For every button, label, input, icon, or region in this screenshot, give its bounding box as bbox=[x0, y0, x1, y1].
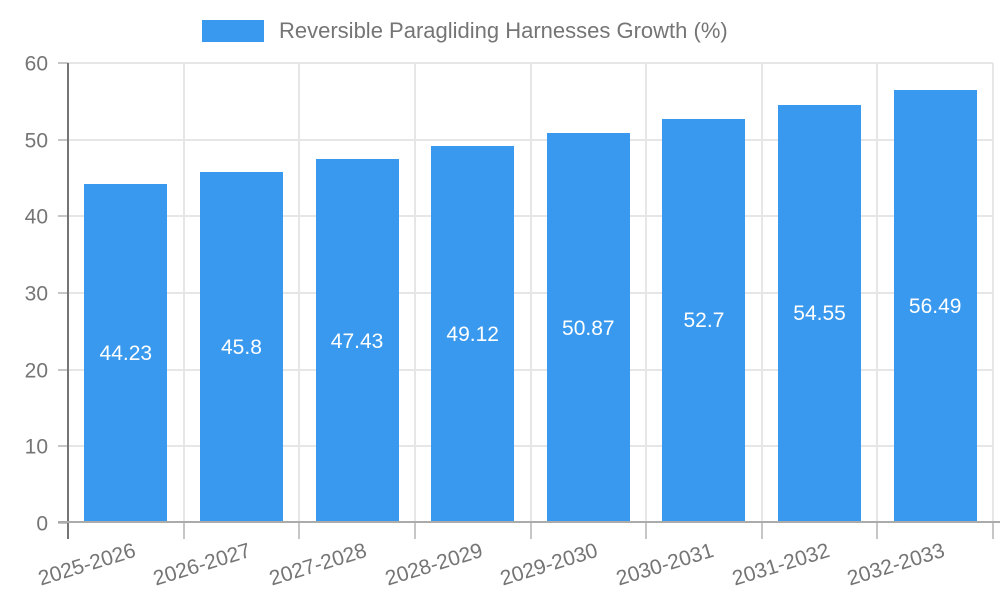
y-tick-label: 10 bbox=[24, 435, 48, 459]
x-tick-label: 2029-2030 bbox=[497, 539, 601, 591]
bar-value-label: 56.49 bbox=[908, 294, 962, 318]
legend-swatch-icon bbox=[202, 20, 264, 42]
y-tick-mark bbox=[58, 292, 68, 294]
bar[interactable]: 44.23 bbox=[84, 183, 168, 523]
bar[interactable]: 54.55 bbox=[778, 104, 862, 523]
y-tick-label: 20 bbox=[24, 359, 48, 383]
y-tick-mark bbox=[58, 445, 68, 448]
chart-legend[interactable]: Reversible Paragliding Harnesses Growth … bbox=[202, 17, 728, 45]
x-tick-mark bbox=[298, 523, 301, 539]
x-tick-mark bbox=[760, 523, 763, 539]
x-tick-label: 2030-2031 bbox=[613, 539, 717, 591]
bar[interactable]: 47.43 bbox=[315, 159, 399, 523]
x-tick-label: 2031-2032 bbox=[729, 539, 832, 591]
y-axis: 0 10 20 30 40 50 60 bbox=[0, 54, 48, 535]
y-tick-label: 60 bbox=[24, 52, 48, 76]
x-tick-mark bbox=[529, 523, 532, 539]
gridline-vertical bbox=[529, 63, 532, 523]
x-tick-mark bbox=[645, 523, 648, 539]
bar-value-label: 49.12 bbox=[446, 323, 499, 347]
bar[interactable]: 52.7 bbox=[662, 118, 746, 523]
x-tick-label: 2027-2028 bbox=[266, 539, 370, 591]
x-tick-label: 2028-2029 bbox=[382, 539, 486, 591]
y-tick-label: 0 bbox=[36, 512, 48, 536]
gridline-vertical bbox=[645, 63, 648, 523]
y-axis-line bbox=[67, 63, 69, 539]
x-tick-mark bbox=[413, 523, 416, 539]
legend-label: Reversible Paragliding Harnesses Growth … bbox=[279, 18, 728, 43]
x-tick-mark bbox=[992, 523, 994, 539]
y-tick-label: 50 bbox=[24, 129, 48, 153]
bar[interactable]: 56.49 bbox=[893, 89, 977, 523]
gridline-vertical bbox=[182, 63, 185, 523]
gridline-vertical bbox=[760, 63, 763, 523]
y-tick-label: 30 bbox=[24, 282, 48, 306]
bar-value-label: 54.55 bbox=[793, 302, 846, 326]
x-tick-mark bbox=[876, 523, 879, 539]
x-axis-baseline bbox=[58, 521, 1000, 523]
bar-value-label: 50.87 bbox=[562, 316, 615, 340]
bar[interactable]: 50.87 bbox=[546, 133, 630, 523]
gridline-vertical bbox=[413, 63, 416, 523]
bar[interactable]: 45.8 bbox=[199, 171, 283, 523]
bar-value-label: 44.23 bbox=[99, 341, 153, 365]
y-tick-mark bbox=[58, 138, 68, 141]
gridline-vertical bbox=[876, 63, 879, 523]
plot-area: 44.23 45.8 47.43 49.12 50.87 52.7 54.55 56.49 bbox=[58, 62, 994, 539]
bar-value-label: 45.8 bbox=[221, 335, 262, 359]
bar[interactable]: 49.12 bbox=[431, 146, 515, 523]
y-tick-label: 40 bbox=[24, 205, 48, 229]
x-tick-mark bbox=[182, 523, 185, 539]
gridline-vertical bbox=[992, 63, 994, 523]
y-tick-mark bbox=[58, 215, 68, 218]
y-tick-mark bbox=[58, 62, 68, 64]
gridline-vertical bbox=[298, 63, 301, 523]
x-tick-label: 2032-2033 bbox=[844, 539, 948, 591]
x-tick-label: 2026-2027 bbox=[151, 539, 254, 591]
y-tick-mark bbox=[58, 522, 68, 524]
bar-value-label: 52.7 bbox=[683, 309, 725, 333]
y-tick-mark bbox=[58, 368, 68, 371]
x-tick-label: 2025-2026 bbox=[35, 539, 139, 591]
bar-value-label: 47.43 bbox=[330, 329, 384, 353]
